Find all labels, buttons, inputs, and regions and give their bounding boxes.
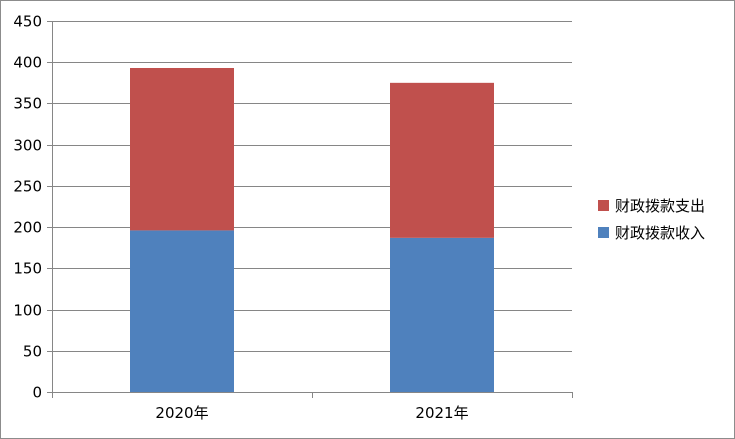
x-category-labels: 2020年 2021年 <box>155 404 468 422</box>
y-tick-label-450: 450 <box>13 13 42 31</box>
bar-财政拨款收入-2021年 <box>390 237 494 392</box>
y-tick-label-300: 300 <box>13 137 42 155</box>
legend-swatch-1 <box>598 227 609 238</box>
legend-label-0: 财政拨款支出 <box>615 197 705 215</box>
y-tick-label-150: 150 <box>13 260 42 278</box>
bar-财政拨款支出-2021年 <box>390 82 494 238</box>
bar-财政拨款收入-2020年 <box>130 230 234 392</box>
y-tick-label-100: 100 <box>13 302 42 320</box>
y-tick-label-200: 200 <box>13 219 42 237</box>
legend-label-1: 财政拨款收入 <box>615 224 705 242</box>
x-category-label-1: 2021年 <box>415 404 468 422</box>
axes <box>47 21 573 398</box>
y-tick-label-400: 400 <box>13 54 42 72</box>
bar-财政拨款支出-2020年 <box>130 67 234 231</box>
y-tick-labels: 0 50 100 150 200 250 300 350 400 450 <box>13 13 42 402</box>
x-category-label-0: 2020年 <box>155 404 208 422</box>
bars <box>130 67 494 392</box>
y-tick-label-50: 50 <box>23 343 42 361</box>
y-tick-label-0: 0 <box>32 384 42 402</box>
y-tick-label-250: 250 <box>13 178 42 196</box>
y-tick-label-350: 350 <box>13 95 42 113</box>
legend-swatch-0 <box>598 200 609 211</box>
